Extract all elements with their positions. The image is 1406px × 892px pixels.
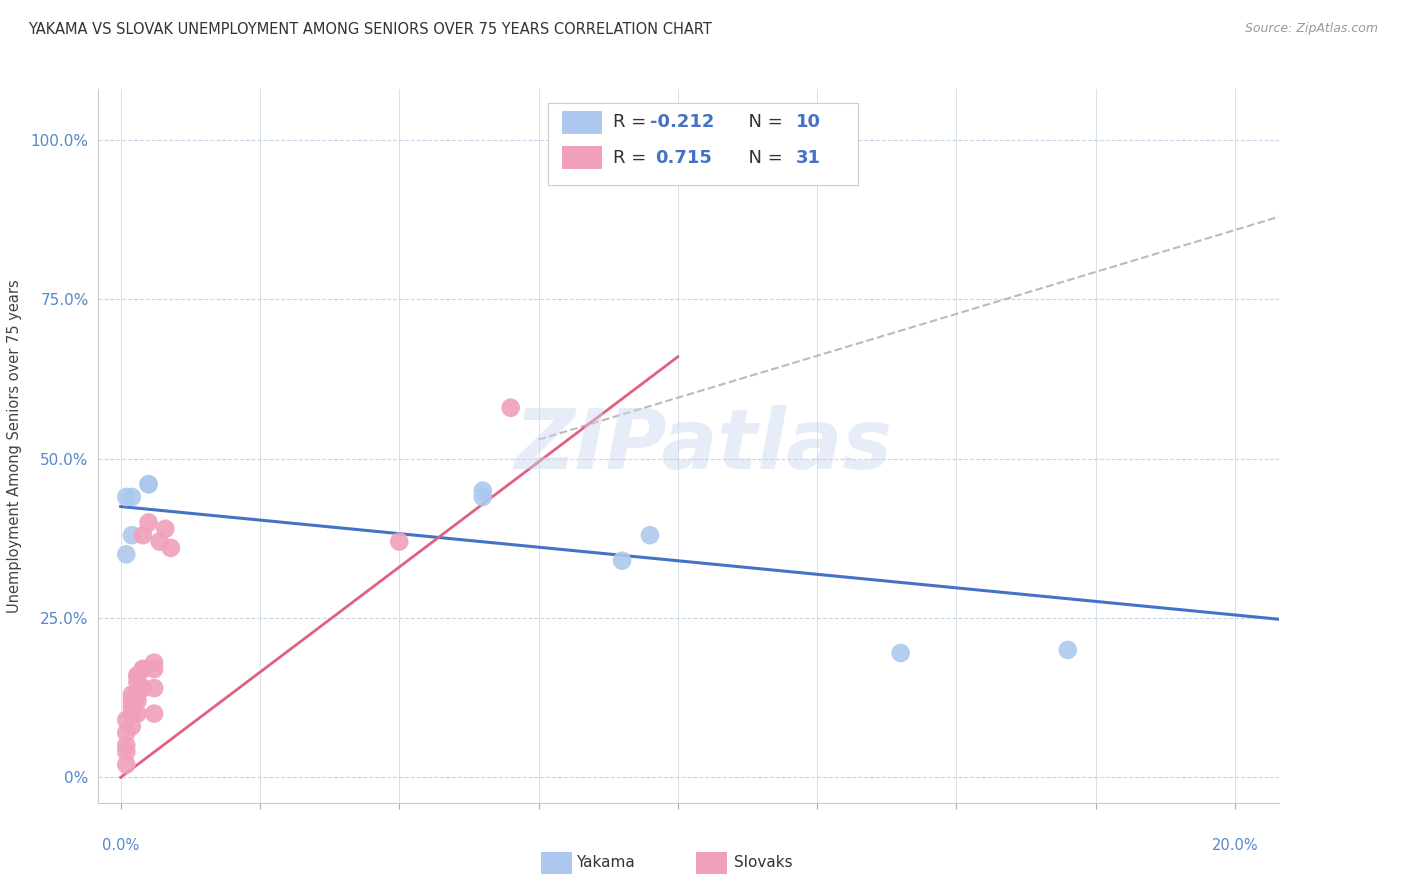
Point bbox=[160, 541, 183, 555]
Point bbox=[127, 688, 149, 702]
Text: R =: R = bbox=[613, 149, 658, 167]
Point bbox=[127, 694, 149, 708]
Text: Slovaks: Slovaks bbox=[734, 855, 793, 870]
Point bbox=[127, 674, 149, 689]
Point bbox=[115, 490, 138, 504]
Text: ZIPatlas: ZIPatlas bbox=[515, 406, 891, 486]
Text: -0.212: -0.212 bbox=[650, 113, 714, 131]
Point bbox=[121, 490, 143, 504]
Point bbox=[115, 757, 138, 772]
Point bbox=[155, 522, 177, 536]
Point bbox=[121, 694, 143, 708]
Y-axis label: Unemployment Among Seniors over 75 years: Unemployment Among Seniors over 75 years bbox=[7, 279, 22, 613]
Point bbox=[115, 739, 138, 753]
Text: N =: N = bbox=[737, 149, 789, 167]
Point bbox=[121, 706, 143, 721]
Text: N =: N = bbox=[737, 113, 789, 131]
Point bbox=[143, 706, 166, 721]
Text: Yakama: Yakama bbox=[576, 855, 636, 870]
Point bbox=[143, 662, 166, 676]
Text: Source: ZipAtlas.com: Source: ZipAtlas.com bbox=[1244, 22, 1378, 36]
Point bbox=[143, 656, 166, 670]
Point bbox=[388, 534, 411, 549]
Point bbox=[666, 133, 689, 147]
Point bbox=[471, 483, 494, 498]
Text: R =: R = bbox=[613, 113, 652, 131]
Point bbox=[499, 401, 522, 415]
Point bbox=[132, 662, 155, 676]
Point bbox=[121, 688, 143, 702]
Point bbox=[890, 646, 912, 660]
Point bbox=[1056, 643, 1078, 657]
Point bbox=[121, 528, 143, 542]
Point bbox=[115, 713, 138, 727]
Point bbox=[138, 516, 160, 530]
Point bbox=[127, 668, 149, 682]
Point bbox=[115, 745, 138, 759]
Point bbox=[138, 477, 160, 491]
Text: 20.0%: 20.0% bbox=[1212, 838, 1258, 853]
Text: 31: 31 bbox=[796, 149, 821, 167]
Text: 10: 10 bbox=[796, 113, 821, 131]
Point bbox=[127, 668, 149, 682]
Point bbox=[115, 725, 138, 739]
Point bbox=[149, 534, 172, 549]
Point bbox=[610, 554, 633, 568]
Point bbox=[638, 528, 661, 542]
Text: 0.0%: 0.0% bbox=[103, 838, 139, 853]
Point bbox=[127, 706, 149, 721]
Point bbox=[143, 681, 166, 695]
Point bbox=[132, 528, 155, 542]
Point bbox=[121, 719, 143, 733]
Point bbox=[471, 490, 494, 504]
Point bbox=[138, 477, 160, 491]
Point bbox=[115, 547, 138, 561]
Point bbox=[132, 662, 155, 676]
Point bbox=[132, 681, 155, 695]
Point bbox=[121, 700, 143, 714]
Text: YAKAMA VS SLOVAK UNEMPLOYMENT AMONG SENIORS OVER 75 YEARS CORRELATION CHART: YAKAMA VS SLOVAK UNEMPLOYMENT AMONG SENI… bbox=[28, 22, 711, 37]
Text: 0.715: 0.715 bbox=[655, 149, 711, 167]
